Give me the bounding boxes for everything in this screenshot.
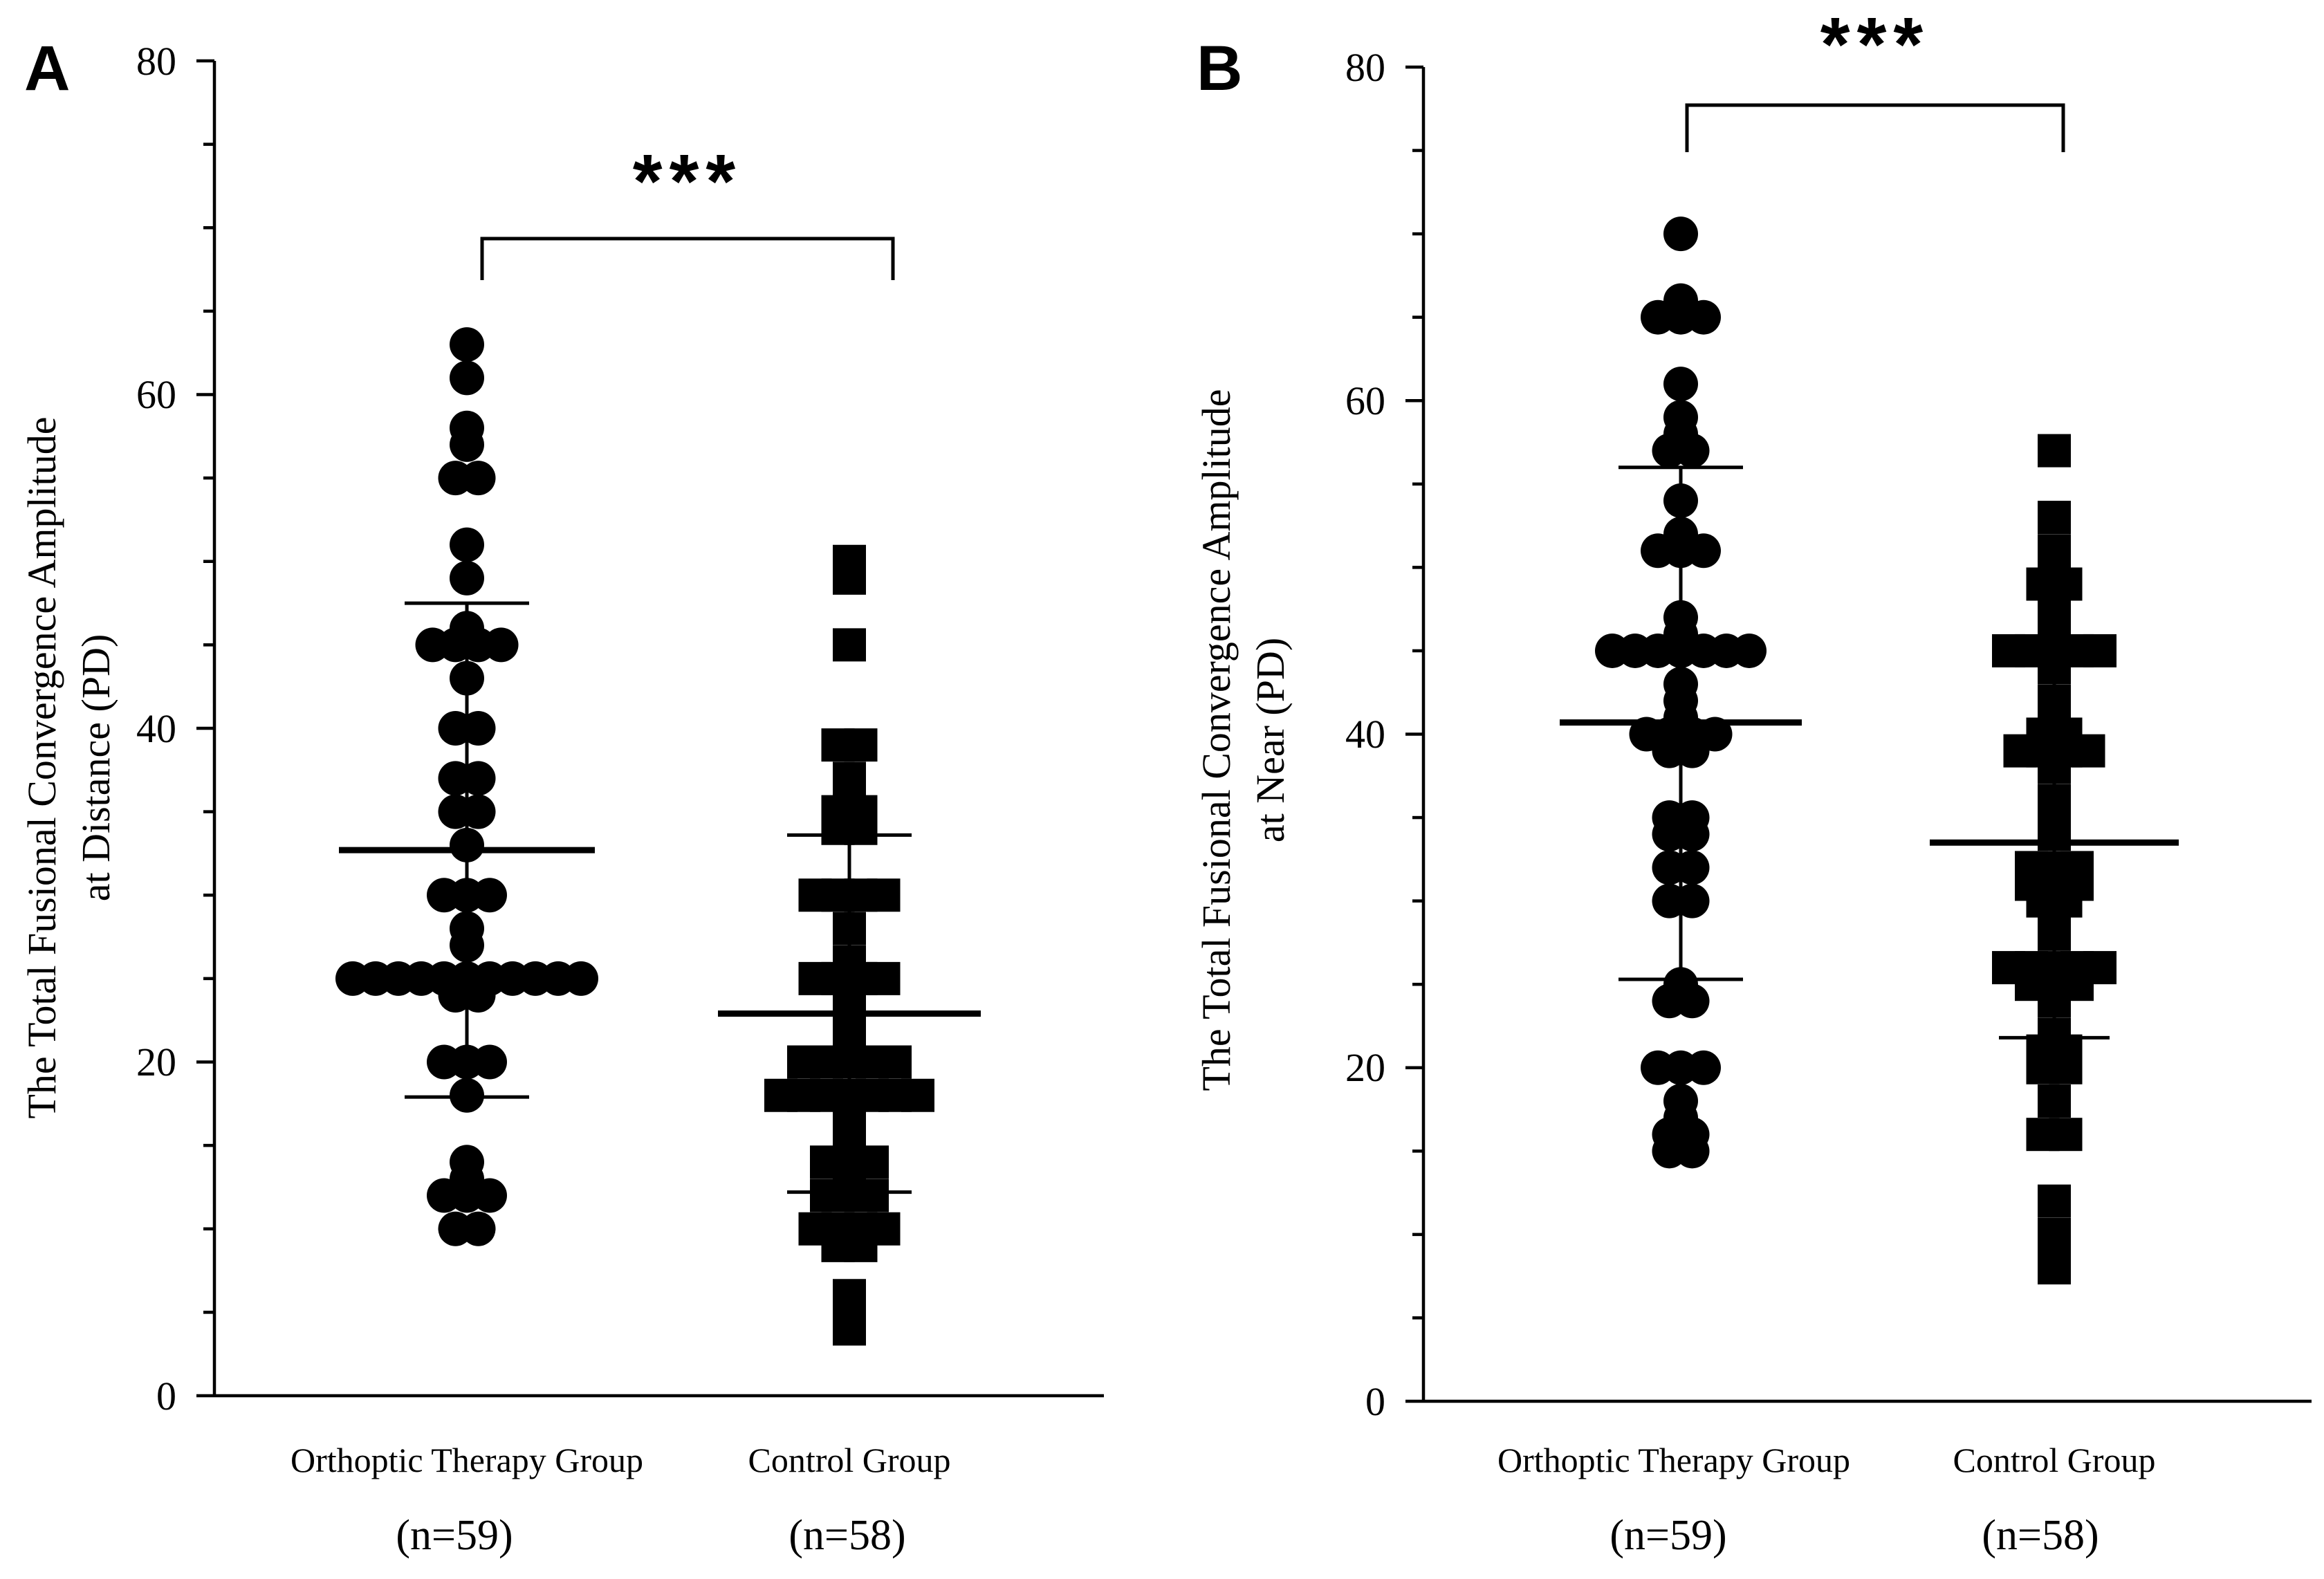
data-point-b-g0-46 <box>1686 1050 1721 1085</box>
category-label-a-control: Control Group <box>748 1441 950 1479</box>
y-tick-label-b-40: 40 <box>1345 712 1385 757</box>
data-point-a-g0-23 <box>472 878 507 913</box>
stats-bars-a <box>339 601 981 1194</box>
data-point-a-g0-38 <box>564 961 598 996</box>
data-point-a-g0-3 <box>450 427 484 462</box>
data-point-b-g0-52 <box>1675 1134 1710 1169</box>
chart-panel-b: B The Total Fusional Convergence Amplitu… <box>1194 2 2312 1559</box>
data-point-b-g1-54 <box>2038 1184 2071 1218</box>
data-point-a-g0-19 <box>461 794 496 829</box>
n-label-a-control: (n=58) <box>788 1512 905 1559</box>
data-point-b-g0-9 <box>1675 433 1710 468</box>
y-tick-label-a-0: 0 <box>156 1374 176 1419</box>
y-tick-label-b-80: 80 <box>1345 45 1385 90</box>
data-point-a-g0-37 <box>461 978 496 1013</box>
data-point-a-g1-1 <box>833 561 866 595</box>
data-point-a-g0-6 <box>450 527 484 562</box>
y-tick-label-a-40: 40 <box>136 706 176 751</box>
data-point-a-g0-0 <box>450 327 484 362</box>
panel-label-b: B <box>1197 33 1242 104</box>
category-label-b-control: Control Group <box>1953 1441 2155 1479</box>
significance-bracket-b <box>1685 103 2065 152</box>
y-axis-label-a-line1: The Total Fusional Convergence Amplitude <box>19 416 64 1118</box>
data-point-b-g0-5 <box>1663 367 1698 402</box>
data-point-a-g1-45 <box>856 1179 889 1212</box>
y-axis-label-b-line2: at Near (PD) <box>1248 638 1293 842</box>
chart-panel-a: A The Total Fusional Convergence Amplitu… <box>19 33 1104 1559</box>
data-point-b-g1-51 <box>2038 1084 2071 1118</box>
data-point-b-g0-43 <box>1675 984 1710 1019</box>
data-point-a-g1-35 <box>901 1078 934 1112</box>
data-point-a-g1-54 <box>833 1312 866 1346</box>
y-tick-label-b-0: 0 <box>1365 1379 1385 1424</box>
n-label-b-therapy: (n=59) <box>1610 1512 1726 1559</box>
y-tick-label-a-80: 80 <box>136 39 176 84</box>
significance-stars-b: *** <box>1820 2 1930 87</box>
data-point-a-g0-41 <box>472 1044 507 1080</box>
data-point-a-g1-14 <box>867 878 901 912</box>
data-point-a-g1-2 <box>833 628 866 662</box>
data-point-b-g0-36 <box>1675 817 1710 852</box>
data-point-b-g0-38 <box>1675 850 1710 885</box>
category-label-b-therapy: Orthoptic Therapy Group <box>1497 1441 1850 1479</box>
y-tick-label-a-20: 20 <box>136 1040 176 1084</box>
y-ticks-b <box>1405 65 1423 1403</box>
data-point-a-g0-15 <box>461 711 496 746</box>
data-point-a-g0-5 <box>461 461 496 496</box>
y-tick-label-b-60: 60 <box>1345 378 1385 423</box>
data-point-a-g0-7 <box>450 560 484 595</box>
y-axis-label-a-line2: at Distance (PD) <box>73 634 118 902</box>
panel-label-a: A <box>24 33 70 104</box>
data-point-a-g0-49 <box>461 1211 496 1246</box>
data-point-b-g1-53 <box>2049 1118 2083 1152</box>
data-point-b-g1-50 <box>2049 1051 2083 1084</box>
n-label-a-therapy: (n=59) <box>396 1512 513 1559</box>
data-point-a-g1-28 <box>878 1045 912 1079</box>
data-point-a-g1-20 <box>867 961 901 995</box>
data-point-b-g1-57 <box>2038 1251 2071 1285</box>
y-axis-label-b-line1: The Total Fusional Convergence Amplitude <box>1194 389 1239 1091</box>
data-point-a-g0-17 <box>461 761 496 796</box>
data-point-b-g0-0 <box>1663 216 1698 252</box>
data-point-b-g1-22 <box>2072 734 2105 768</box>
significance-stars-a: *** <box>633 139 742 224</box>
data-point-b-g0-32 <box>1675 733 1710 768</box>
data-point-a-g0-12 <box>483 627 519 663</box>
data-point-b-g1-1 <box>2038 501 2071 535</box>
data-point-a-g0-47 <box>472 1178 507 1213</box>
data-point-b-g0-40 <box>1675 883 1710 918</box>
data-point-b-g1-0 <box>2038 434 2071 468</box>
data-points-b <box>1595 216 2116 1285</box>
data-point-b-g0-23 <box>1732 633 1767 668</box>
data-point-b-g0-4 <box>1686 299 1721 335</box>
data-point-b-g0-14 <box>1686 533 1721 569</box>
data-point-a-g1-51 <box>844 1228 878 1262</box>
n-label-b-control: (n=58) <box>1982 1512 2099 1559</box>
data-point-a-g0-1 <box>450 360 484 396</box>
data-point-a-g1-4 <box>844 728 878 762</box>
y-tick-label-a-60: 60 <box>136 372 176 417</box>
data-point-b-g1-13 <box>2083 634 2116 667</box>
y-tick-label-b-20: 20 <box>1345 1045 1385 1090</box>
significance-bracket-a <box>480 237 895 280</box>
stats-bars-b <box>1560 465 2179 1040</box>
y-ticks-a <box>196 59 214 1398</box>
category-label-a-therapy: Orthoptic Therapy Group <box>290 1441 643 1479</box>
